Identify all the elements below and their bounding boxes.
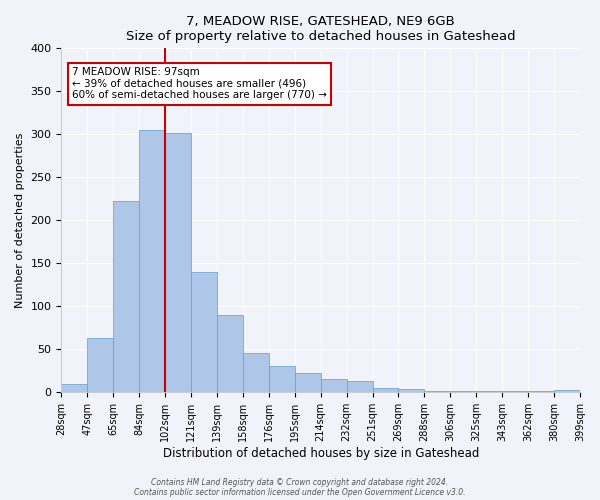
Bar <box>61 384 88 392</box>
Bar <box>243 353 269 393</box>
Bar <box>347 381 373 392</box>
Bar <box>554 390 580 392</box>
Title: 7, MEADOW RISE, GATESHEAD, NE9 6GB
Size of property relative to detached houses : 7, MEADOW RISE, GATESHEAD, NE9 6GB Size … <box>126 15 515 43</box>
Text: Contains HM Land Registry data © Crown copyright and database right 2024.
Contai: Contains HM Land Registry data © Crown c… <box>134 478 466 497</box>
Bar <box>424 390 451 392</box>
X-axis label: Distribution of detached houses by size in Gateshead: Distribution of detached houses by size … <box>163 447 479 460</box>
Bar <box>113 202 139 392</box>
Bar <box>295 372 321 392</box>
Bar <box>398 389 424 392</box>
Bar <box>88 338 113 392</box>
Y-axis label: Number of detached properties: Number of detached properties <box>15 132 25 308</box>
Bar <box>165 132 191 392</box>
Text: 7 MEADOW RISE: 97sqm
← 39% of detached houses are smaller (496)
60% of semi-deta: 7 MEADOW RISE: 97sqm ← 39% of detached h… <box>72 68 326 100</box>
Bar <box>217 315 243 392</box>
Bar <box>139 130 165 392</box>
Bar <box>269 366 295 392</box>
Bar <box>321 378 347 392</box>
Bar <box>451 390 476 392</box>
Bar <box>373 388 398 392</box>
Bar <box>191 272 217 392</box>
